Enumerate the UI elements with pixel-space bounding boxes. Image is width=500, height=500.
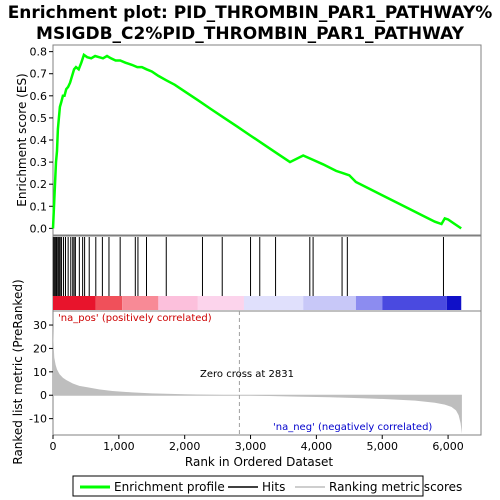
legend-enrichment-label: Enrichment profile <box>114 480 225 494</box>
zero-cross-label: Zero cross at 2831 <box>200 369 294 380</box>
rank-bar-segment <box>243 296 304 310</box>
metric-y-tick-label: 0 <box>40 389 47 402</box>
es-y-tick-label: 0.4 <box>30 134 48 147</box>
metric-y-tick-label: 10 <box>33 366 47 379</box>
es-y-ticks: 0.0 0.1 0.2 0.3 0.4 0.5 0.6 0.7 0.8 <box>30 46 53 235</box>
chart-title-line1: Enrichment plot: PID_THROMBIN_PAR1_PATHW… <box>8 3 493 23</box>
rank-bar-segment <box>197 296 244 310</box>
x-axis-ticks: 0 1,000 2,000 3,000 4,000 5,000 6,000 <box>50 435 464 453</box>
legend-hits-label: Hits <box>262 480 285 494</box>
rank-bar-segment <box>303 296 356 310</box>
hits-panel <box>52 235 482 312</box>
es-y-tick-label: 0.2 <box>30 178 48 191</box>
rank-bar-segment <box>95 296 123 310</box>
positive-correlation-label: 'na_pos' (positively correlated) <box>58 313 212 324</box>
x-tick-label: 6,000 <box>432 440 464 453</box>
legend-metric-label: Ranking metric scores <box>329 480 462 494</box>
rank-bar-segment <box>446 296 462 310</box>
es-panel: 0.0 0.1 0.2 0.3 0.4 0.5 0.6 0.7 0.8 Enrichment s… <box>15 44 482 236</box>
metric-y-ticks: -10 0 10 20 30 <box>29 319 53 426</box>
rank-bar-segment <box>53 296 96 310</box>
negative-correlation-label: 'na_neg' (negatively correlated) <box>273 422 432 433</box>
hit-markers <box>52 237 444 296</box>
x-tick-label: 1,000 <box>103 440 135 453</box>
es-y-tick-label: 0.7 <box>30 68 48 81</box>
rank-bar-segment <box>122 296 159 310</box>
rank-bar-segment <box>355 296 383 310</box>
metric-y-tick-label: 20 <box>33 342 47 355</box>
metric-y-tick-label: 30 <box>33 319 47 332</box>
es-y-tick-label: 0.6 <box>30 90 48 103</box>
rank-bar-segment <box>382 296 447 310</box>
x-tick-label: 3,000 <box>235 440 267 453</box>
es-y-tick-label: 0.3 <box>30 156 48 169</box>
metric-panel: -10 0 10 20 30 0 1,000 2,000 3,000 4,000 5,000 6,0… <box>11 279 482 469</box>
x-tick-label: 5,000 <box>366 440 398 453</box>
rank-color-bar <box>53 296 462 310</box>
x-axis-label: Rank in Ordered Dataset <box>185 455 333 469</box>
x-tick-label: 2,000 <box>169 440 201 453</box>
rank-bar-segment <box>158 296 198 310</box>
legend: Enrichment profile Hits Ranking metric s… <box>72 475 462 497</box>
es-y-tick-label: 0.0 <box>30 222 48 235</box>
metric-panel-frame <box>52 310 482 436</box>
enrichment-profile-line <box>51 52 462 230</box>
metric-y-tick-label: -10 <box>29 413 47 426</box>
chart-title-line2: MSIGDB_C2%PID_THROMBIN_PAR1_PATHWAY <box>36 24 465 44</box>
es-y-axis-label: Enrichment score (ES) <box>15 73 29 206</box>
legend-box <box>72 475 424 497</box>
metric-y-axis-label: Ranked list metric (PreRanked) <box>11 279 25 464</box>
x-tick-label: 4,000 <box>301 440 333 453</box>
es-y-tick-label: 0.1 <box>30 200 48 213</box>
es-panel-frame <box>52 44 482 236</box>
x-tick-label: 0 <box>50 440 57 453</box>
es-y-tick-label: 0.5 <box>30 112 48 125</box>
es-y-tick-label: 0.8 <box>30 46 48 59</box>
